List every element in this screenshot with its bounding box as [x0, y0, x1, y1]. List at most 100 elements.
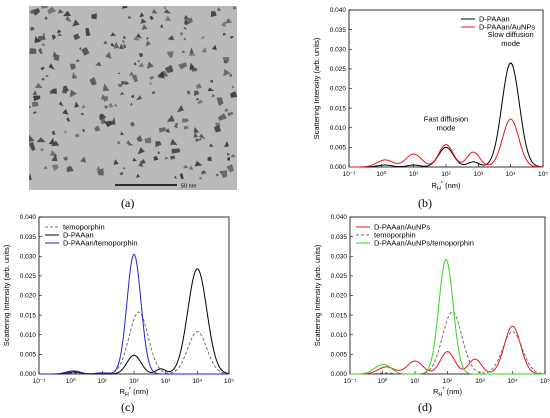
nanoparticle	[29, 105, 32, 108]
nanoparticle	[103, 40, 108, 44]
nanoparticle	[229, 36, 234, 39]
nanoparticle	[179, 32, 184, 36]
nanoparticle	[30, 26, 35, 31]
y-axis-title: Scattering Intensity (arb. units)	[2, 244, 11, 346]
nanoparticle	[89, 76, 97, 86]
nanoparticle	[41, 43, 46, 46]
nanoparticle	[66, 165, 74, 173]
legend-label: D-PAAan/temoporphin	[63, 239, 137, 248]
nanoparticle	[121, 6, 128, 9]
nanoparticle	[183, 37, 187, 41]
nanoparticle	[117, 140, 121, 144]
nanoparticle	[137, 147, 145, 155]
nanoparticle	[215, 173, 219, 177]
x-tick-label: 10²	[441, 171, 451, 178]
nanoparticle	[188, 51, 196, 56]
y-axis-title: Scattering Intensity (arb. units)	[312, 37, 321, 139]
nanoparticle	[189, 47, 194, 54]
nanoparticle	[178, 62, 187, 70]
nanoparticle	[222, 57, 230, 63]
nanoparticle	[124, 80, 130, 86]
chart-b: 0.000 0.005 0.010 0.015 0.020 0.025 0.030 0.035…	[312, 7, 548, 192]
x-tick-label: 10⁻¹	[33, 378, 47, 385]
nanoparticle	[210, 11, 217, 17]
nanoparticle	[158, 71, 165, 79]
nanoparticle	[164, 15, 172, 22]
nanoparticle	[57, 33, 63, 37]
nanoparticle	[131, 94, 135, 98]
y-tick-label: 0.025	[20, 273, 37, 280]
nanoparticle	[40, 66, 45, 71]
nanoparticle	[183, 26, 188, 30]
y-tick-label: 0.015	[330, 105, 347, 112]
nanoparticle	[80, 156, 87, 163]
nanoparticle	[129, 102, 133, 106]
nanoparticle	[103, 105, 108, 109]
y-tick-label: 0.040	[331, 214, 348, 221]
nanoparticle	[136, 173, 141, 178]
y-tick-label: 0.000	[331, 371, 348, 378]
nanoparticle	[199, 133, 206, 140]
nanoparticle	[51, 130, 56, 136]
x-tick-label: 10⁵	[538, 171, 548, 178]
nanoparticle	[43, 165, 48, 170]
x-tick-label: 10³	[475, 378, 485, 385]
nanoparticle	[151, 90, 156, 95]
nanoparticle	[96, 165, 101, 171]
nanoparticle	[91, 13, 97, 20]
nanoparticle	[32, 101, 39, 107]
y-tick-label: 0.005	[331, 352, 348, 359]
nanoparticle	[129, 71, 134, 76]
nanoparticle	[195, 138, 199, 143]
nanoparticle	[120, 91, 125, 96]
nanoparticle	[114, 103, 118, 107]
nanoparticle	[33, 111, 37, 114]
nanoparticle	[113, 159, 119, 165]
nanoparticle	[32, 90, 38, 95]
nanoparticle	[159, 23, 164, 28]
nanoparticle	[117, 83, 123, 88]
nanoparticle	[48, 137, 55, 145]
nanoparticle	[221, 21, 226, 27]
nanoparticle	[81, 104, 86, 109]
nanoparticle	[189, 165, 194, 170]
x-tick-label: 10²	[443, 378, 453, 385]
nanoparticle	[217, 6, 222, 11]
nanoparticle	[140, 159, 145, 163]
legend-label: temoporphin	[63, 223, 105, 232]
nanoparticle	[37, 47, 43, 54]
x-tick-label: 10³	[474, 171, 484, 178]
series-line-2	[39, 253, 229, 375]
y-tick-label: 0.025	[330, 66, 347, 73]
nanoparticle	[167, 35, 175, 41]
nanoparticle	[110, 42, 116, 47]
legend-label: temoporphin	[374, 231, 416, 240]
series-line-1	[350, 311, 546, 375]
nanoparticle	[122, 44, 127, 49]
y-tick-label: 0.015	[20, 312, 37, 319]
nanoparticle	[223, 59, 228, 64]
legend-label: D-PAAan/AuNPs	[374, 223, 430, 232]
nanoparticle	[174, 175, 177, 179]
nanoparticle	[193, 126, 200, 133]
y-tick-label: 0.035	[20, 234, 37, 241]
nanoparticle	[132, 74, 139, 83]
nanoparticle	[153, 155, 159, 161]
nanoparticle	[149, 15, 154, 21]
tem-image: 50 nm	[29, 6, 237, 190]
nanoparticle	[136, 135, 143, 142]
y-tick-label: 0.035	[331, 234, 348, 241]
nanoparticle	[186, 90, 191, 95]
nanoparticle	[132, 157, 137, 162]
nanoparticle	[74, 101, 80, 108]
nanoparticle	[217, 113, 227, 121]
nanoparticle	[182, 164, 189, 169]
nanoparticle	[134, 62, 137, 66]
nanoparticle	[170, 155, 176, 160]
x-tick-label: 10²	[129, 378, 139, 385]
nanoparticle	[62, 108, 69, 115]
x-tick-label: 10⁻¹	[343, 171, 357, 178]
x-tick-label: 10⁰	[66, 377, 76, 385]
